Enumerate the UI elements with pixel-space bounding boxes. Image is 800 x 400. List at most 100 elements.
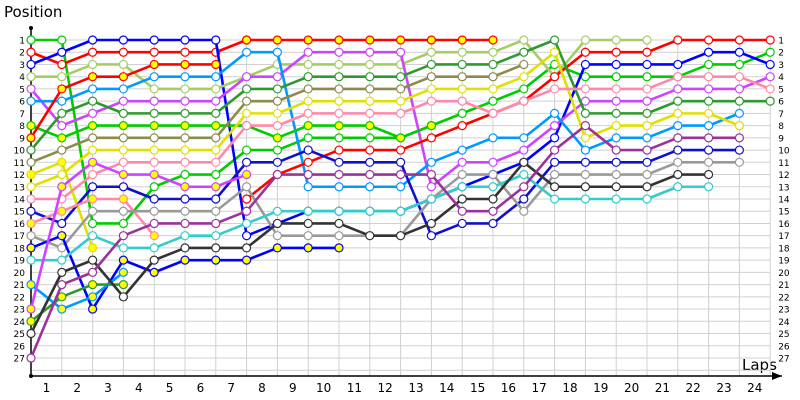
series-light-olive	[26, 35, 652, 94]
svg-text:15: 15	[470, 381, 485, 395]
svg-text:23: 23	[716, 381, 731, 395]
y-axis-title: Position	[4, 3, 63, 21]
svg-text:26: 26	[14, 342, 26, 352]
series-violet	[26, 47, 775, 192]
svg-text:8: 8	[778, 122, 784, 132]
svg-text:22: 22	[14, 293, 25, 303]
series-dark-gray	[26, 157, 714, 339]
svg-text:18: 18	[14, 244, 26, 254]
svg-text:23: 23	[778, 306, 789, 316]
svg-text:3: 3	[104, 381, 112, 395]
svg-text:22: 22	[778, 293, 789, 303]
series-yellow	[26, 47, 745, 192]
svg-text:18: 18	[562, 381, 577, 395]
svg-text:11: 11	[347, 381, 362, 395]
svg-text:9: 9	[778, 134, 784, 144]
series-navy	[26, 145, 745, 241]
svg-text:6: 6	[197, 381, 205, 395]
svg-text:1: 1	[778, 37, 784, 47]
svg-text:25: 25	[778, 330, 789, 340]
svg-text:17: 17	[778, 232, 789, 242]
svg-text:14: 14	[778, 195, 790, 205]
x-axis-title: Laps	[742, 356, 777, 374]
series-lines	[26, 35, 775, 363]
svg-text:20: 20	[778, 269, 790, 279]
svg-text:11: 11	[778, 159, 789, 169]
svg-text:4: 4	[778, 73, 784, 83]
svg-text:8: 8	[19, 122, 25, 132]
svg-text:9: 9	[19, 134, 25, 144]
svg-text:15: 15	[14, 208, 25, 218]
series-olive	[26, 59, 529, 167]
svg-text:25: 25	[14, 330, 25, 340]
svg-text:23: 23	[14, 306, 25, 316]
svg-text:5: 5	[166, 381, 174, 395]
svg-text:4: 4	[135, 381, 143, 395]
svg-text:17: 17	[14, 232, 25, 242]
svg-text:5: 5	[19, 85, 25, 95]
svg-text:7: 7	[778, 110, 784, 120]
svg-text:1: 1	[43, 381, 51, 395]
svg-text:8: 8	[258, 381, 266, 395]
svg-text:19: 19	[593, 381, 608, 395]
series-purple	[26, 121, 745, 363]
svg-text:15: 15	[778, 208, 789, 218]
svg-text:2: 2	[778, 49, 784, 59]
svg-text:10: 10	[14, 147, 26, 157]
svg-text:20: 20	[14, 269, 26, 279]
svg-text:18: 18	[778, 244, 790, 254]
series-red-yellow-lead	[242, 35, 498, 45]
svg-text:27: 27	[14, 354, 25, 364]
svg-text:21: 21	[655, 381, 670, 395]
series-pink	[26, 72, 775, 204]
svg-text:16: 16	[778, 220, 790, 230]
svg-text:12: 12	[778, 171, 789, 181]
svg-text:22: 22	[686, 381, 701, 395]
svg-text:10: 10	[316, 381, 331, 395]
svg-text:13: 13	[408, 381, 423, 395]
svg-text:21: 21	[14, 281, 25, 291]
series-green-yellow	[26, 280, 129, 326]
svg-text:3: 3	[19, 61, 25, 71]
svg-text:3: 3	[778, 61, 784, 71]
svg-text:26: 26	[778, 342, 790, 352]
series-yellow-filled	[26, 157, 98, 253]
svg-text:19: 19	[14, 257, 26, 267]
svg-text:16: 16	[14, 220, 26, 230]
series-dark-green	[26, 35, 775, 155]
series-blue-yellow	[26, 231, 344, 314]
series-violet-yellow	[26, 157, 252, 314]
svg-text:12: 12	[14, 171, 25, 181]
svg-text:24: 24	[14, 318, 26, 328]
svg-text:13: 13	[14, 183, 25, 193]
series-red-2	[242, 35, 775, 204]
series-light-blue	[26, 47, 745, 192]
svg-text:5: 5	[778, 85, 784, 95]
svg-text:13: 13	[778, 183, 789, 193]
svg-text:2: 2	[19, 49, 25, 59]
svg-text:21: 21	[778, 281, 789, 291]
svg-text:14: 14	[14, 195, 26, 205]
series-red-yellow	[26, 59, 221, 143]
svg-text:19: 19	[778, 257, 790, 267]
svg-text:9: 9	[289, 381, 297, 395]
svg-text:6: 6	[19, 98, 25, 108]
svg-text:11: 11	[14, 159, 25, 169]
svg-text:17: 17	[532, 381, 547, 395]
svg-text:4: 4	[19, 73, 25, 83]
svg-text:24: 24	[747, 381, 762, 395]
series-gray	[26, 157, 745, 253]
series-cyan	[26, 169, 714, 265]
svg-text:20: 20	[624, 381, 639, 395]
svg-text:27: 27	[778, 354, 789, 364]
svg-text:14: 14	[439, 381, 454, 395]
svg-text:7: 7	[227, 381, 235, 395]
svg-text:1: 1	[19, 37, 25, 47]
svg-text:7: 7	[19, 110, 25, 120]
svg-text:6: 6	[778, 98, 784, 108]
svg-text:10: 10	[778, 147, 790, 157]
svg-text:12: 12	[378, 381, 393, 395]
svg-text:16: 16	[501, 381, 516, 395]
